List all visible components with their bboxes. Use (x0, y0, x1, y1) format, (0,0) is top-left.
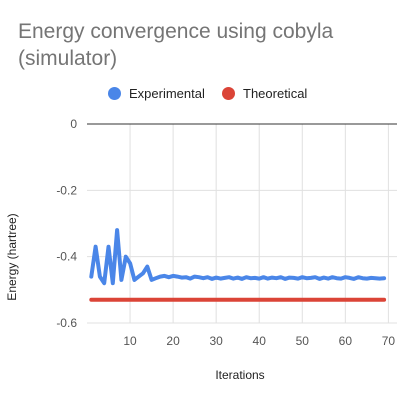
legend-marker-experimental (108, 87, 121, 100)
legend-label-theoretical: Theoretical (243, 86, 308, 101)
x-axis-label: Iterations (215, 368, 265, 382)
x-tick-label: 50 (296, 334, 310, 348)
y-axis-label-wrap: Energy (hartree) (2, 160, 22, 360)
y-tick-label: -0.6 (56, 316, 77, 330)
y-tick-label: -0.2 (56, 183, 77, 197)
legend: Experimental Theoretical (0, 86, 415, 104)
x-tick-label: 40 (253, 334, 267, 348)
legend-item-experimental[interactable]: Experimental (108, 86, 205, 101)
legend-label-experimental: Experimental (129, 86, 205, 101)
legend-marker-theoretical (222, 87, 235, 100)
series-line-experimental (89, 228, 387, 286)
y-axis-label: Energy (hartree) (5, 213, 19, 301)
x-tick-label: 20 (166, 334, 180, 348)
x-tick-label: 30 (209, 334, 223, 348)
y-tick-label: -0.4 (56, 250, 77, 264)
x-tick-label: 70 (382, 334, 396, 348)
legend-item-theoretical[interactable]: Theoretical (222, 86, 307, 101)
x-tick-label: 60 (339, 334, 353, 348)
chart-title: Energy convergence using cobyla (simulat… (18, 20, 334, 70)
y-tick-label: 0 (70, 117, 77, 131)
x-tick-label: 10 (123, 334, 137, 348)
